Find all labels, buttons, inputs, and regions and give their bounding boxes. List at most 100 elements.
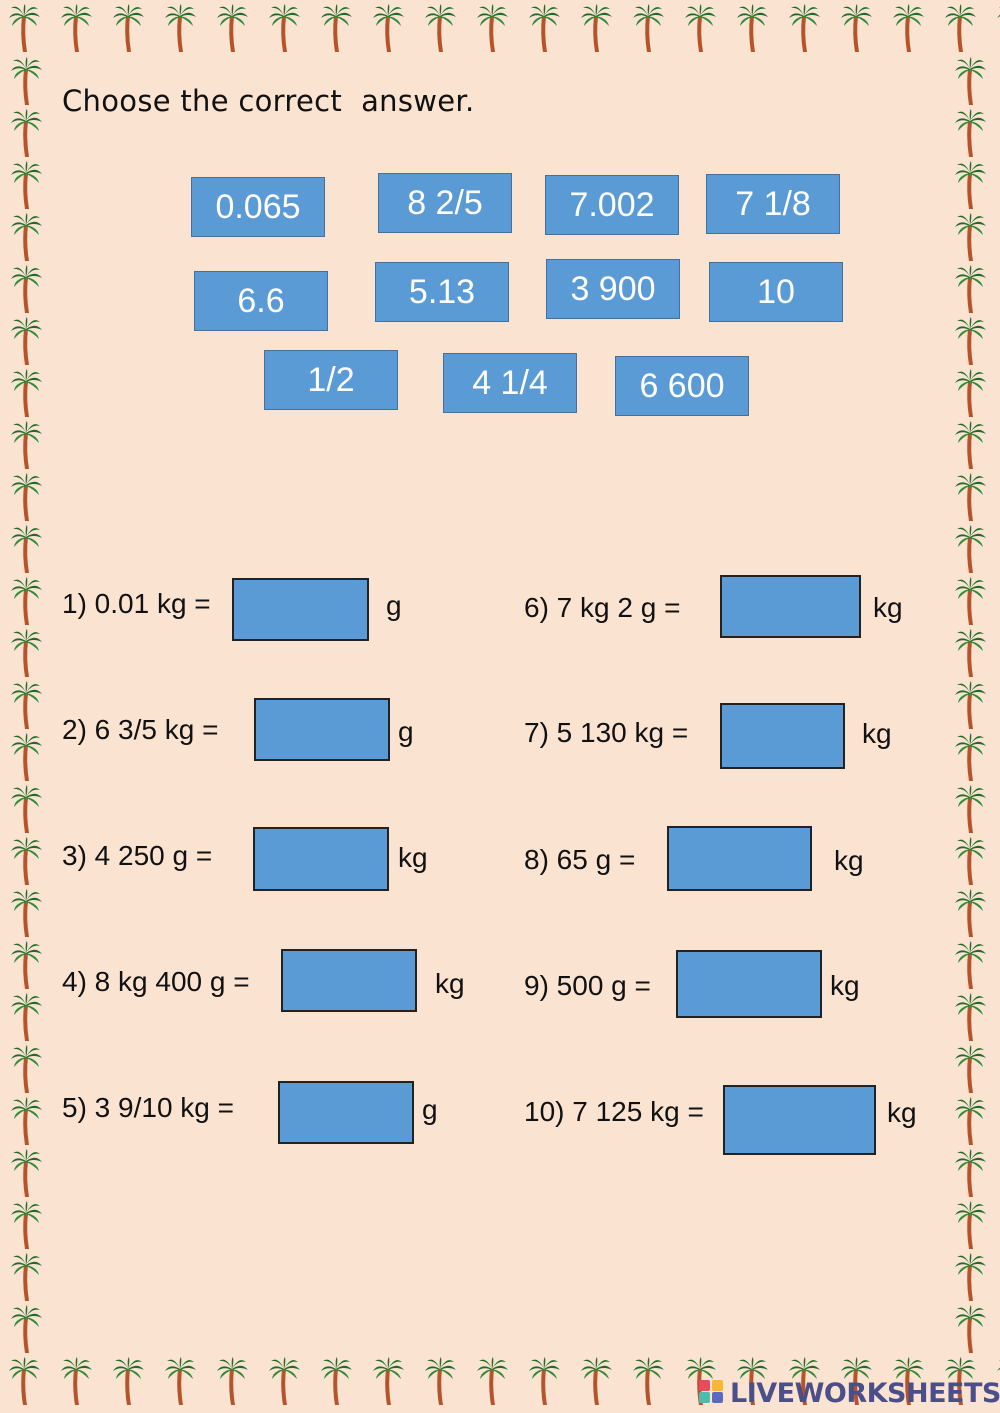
palm-tree-icon [955,421,986,469]
answer-drop-box-7[interactable] [720,703,845,769]
answer-tile[interactable]: 1/2 [264,350,398,410]
palm-tree-icon [11,369,42,417]
answer-drop-box-1[interactable] [232,578,369,641]
question-3-unit: kg [398,842,428,873]
palm-tree-icon [955,369,986,417]
answer-tile[interactable]: 6.6 [194,271,328,331]
question-5-unit: g [422,1094,438,1125]
question-2-unit: g [398,716,414,747]
palm-tree-icon [11,473,42,521]
palm-tree-icon [11,629,42,677]
palm-tree-icon [11,1149,42,1197]
palm-tree-icon [955,1201,986,1249]
answer-tile[interactable]: 6 600 [615,356,749,416]
question-8-prompt: 8) 65 g = [524,844,636,875]
palm-tree-icon [321,4,352,52]
palm-tree-icon [321,1357,352,1405]
question-3-prompt: 3) 4 250 g = [62,840,213,871]
palm-tree-icon [11,1097,42,1145]
question-8-unit: kg [834,845,864,876]
palm-tree-icon [955,681,986,729]
answer-drop-box-8[interactable] [667,826,812,891]
palm-tree-icon [581,4,612,52]
answer-tile[interactable]: 4 1/4 [443,353,577,413]
palm-tree-icon [11,733,42,781]
palm-tree-icon [113,1357,144,1405]
palm-tree-icon [945,4,976,52]
question-9-prompt: 9) 500 g = [524,970,651,1001]
palm-border-left [0,55,58,1355]
question-4-unit: kg [435,968,465,999]
question-6-prompt: 6) 7 kg 2 g = [524,592,681,623]
answer-tile[interactable]: 8 2/5 [378,173,512,233]
palm-tree-icon [955,1097,986,1145]
answer-tile[interactable]: 7 1/8 [706,174,840,234]
question-5-prompt: 5) 3 9/10 kg = [62,1092,235,1123]
palm-tree-icon [955,993,986,1041]
palm-tree-icon [529,4,560,52]
question-7-unit: kg [862,718,892,749]
palm-tree-icon [61,4,92,52]
palm-tree-icon [11,109,42,157]
palm-tree-icon [373,1357,404,1405]
palm-border-top [0,0,1000,60]
answer-drop-box-9[interactable] [676,950,822,1018]
question-6-unit: kg [873,592,903,623]
palm-border-right [944,55,1000,1355]
question-9-unit: kg [830,970,860,1001]
palm-tree-icon [955,109,986,157]
answer-drop-box-3[interactable] [253,827,389,891]
answer-tile[interactable]: 5.13 [375,262,509,322]
answer-tile[interactable]: 0.065 [191,177,325,237]
answer-drop-box-5[interactable] [278,1081,414,1144]
question-10-prompt: 10) 7 125 kg = [524,1096,704,1127]
palm-tree-icon [165,1357,196,1405]
answer-tile[interactable]: 3 900 [546,259,680,319]
palm-tree-icon [581,1357,612,1405]
palm-tree-icon [477,1357,508,1405]
answer-drop-box-4[interactable] [281,949,417,1012]
palm-tree-icon [685,4,716,52]
palm-tree-icon [789,4,820,52]
palm-tree-icon [269,1357,300,1405]
answer-drop-box-6[interactable] [720,575,861,638]
palm-tree-icon [11,161,42,209]
palm-tree-icon [955,57,986,105]
palm-tree-icon [217,1357,248,1405]
palm-tree-icon [61,1357,92,1405]
palm-tree-icon [113,4,144,52]
answer-drop-box-10[interactable] [723,1085,876,1155]
palm-tree-icon [217,4,248,52]
palm-tree-icon [955,213,986,261]
liveworksheets-logo-icon [698,1377,726,1410]
palm-tree-icon [893,4,924,52]
palm-tree-icon [955,1045,986,1093]
palm-tree-icon [955,785,986,833]
palm-tree-icon [955,161,986,209]
question-10-unit: kg [887,1097,917,1128]
answer-tile[interactable]: 10 [709,262,843,322]
liveworksheets-brand[interactable]: LIVEWORKSHEETS [698,1376,1000,1410]
palm-tree-icon [269,4,300,52]
answer-drop-box-2[interactable] [254,698,390,761]
palm-tree-icon [11,785,42,833]
palm-tree-icon [955,941,986,989]
palm-tree-icon [955,837,986,885]
question-7-prompt: 7) 5 130 kg = [524,717,689,748]
palm-tree-icon [737,4,768,52]
palm-tree-icon [11,681,42,729]
palm-tree-icon [11,525,42,573]
palm-tree-icon [373,4,404,52]
brand-name: LIVEWORKSHEETS [730,1377,1000,1409]
palm-tree-icon [11,317,42,365]
palm-tree-icon [11,941,42,989]
palm-tree-icon [11,889,42,937]
palm-tree-icon [165,4,196,52]
question-4-prompt: 4) 8 kg 400 g = [62,966,250,997]
palm-tree-icon [11,837,42,885]
palm-tree-icon [477,4,508,52]
palm-tree-icon [11,421,42,469]
palm-tree-icon [633,1357,664,1405]
palm-tree-icon [955,629,986,677]
answer-tile[interactable]: 7.002 [545,175,679,235]
